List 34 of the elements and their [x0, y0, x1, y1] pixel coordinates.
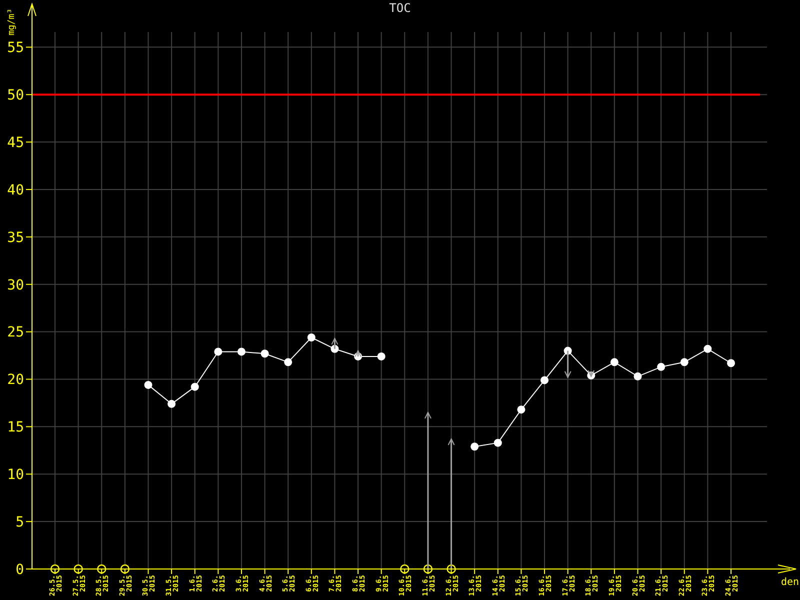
point — [494, 438, 502, 447]
y-tick-label: 25 — [7, 324, 24, 341]
point — [657, 362, 666, 371]
point — [517, 406, 526, 414]
point — [610, 358, 618, 366]
chart-title: TOC — [389, 1, 411, 15]
point — [540, 376, 549, 384]
point — [214, 348, 222, 356]
y-tick-label: 45 — [7, 134, 24, 151]
y-tick-label: 50 — [7, 88, 24, 104]
point — [470, 442, 479, 451]
y-tick-label: 35 — [7, 230, 24, 246]
point — [260, 350, 269, 358]
y-tick-label: 10 — [7, 467, 24, 484]
y-tick-label: 20 — [7, 372, 24, 388]
y-tick-label: 40 — [7, 182, 24, 198]
point — [284, 358, 292, 366]
y-tick-label: 0 — [16, 562, 24, 578]
y-tick-label: 30 — [7, 277, 24, 294]
point — [377, 352, 386, 360]
point — [168, 400, 176, 408]
y-tick-label: 55 — [7, 40, 24, 56]
point — [144, 380, 152, 389]
y-tick-label: 5 — [16, 514, 24, 530]
y-axis-title: mg/m³ — [7, 8, 17, 36]
point — [307, 334, 316, 342]
point — [237, 348, 246, 356]
point — [704, 344, 712, 353]
point — [727, 359, 735, 368]
x-axis-title: den — [780, 577, 800, 588]
point — [190, 382, 199, 391]
point — [680, 358, 688, 366]
point — [634, 372, 642, 380]
y-tick-label: 15 — [7, 420, 24, 436]
